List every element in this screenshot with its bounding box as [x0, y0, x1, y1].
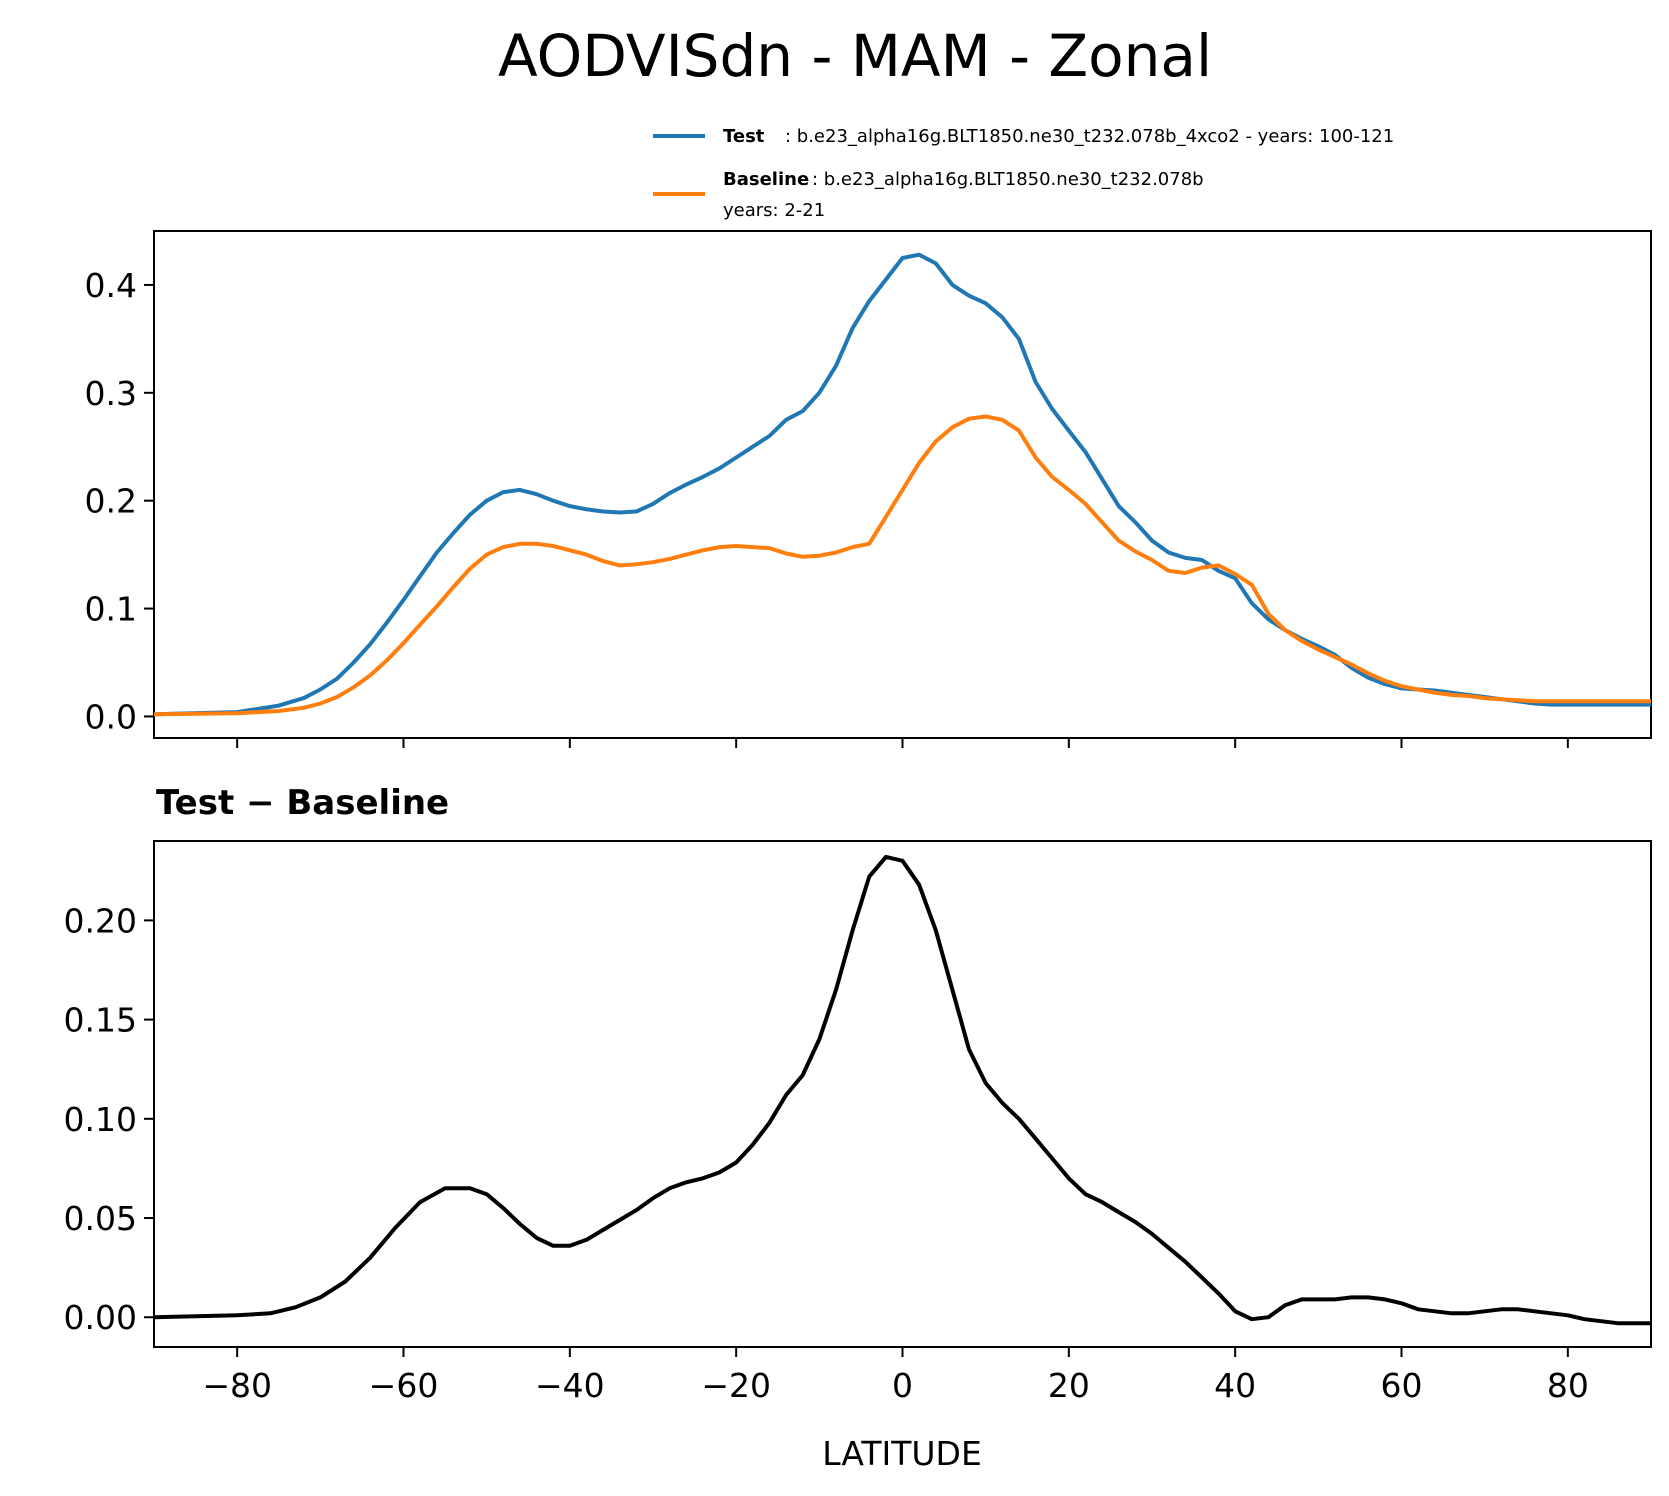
- legend-baseline-years: years: 2-21: [723, 200, 825, 221]
- figure-title: AODVISdn - MAM - Zonal: [498, 22, 1212, 90]
- bottom-xtick-label: 80: [1547, 1366, 1589, 1405]
- top-series-test-line: [153, 252, 1651, 717]
- bottom-series: [153, 854, 1651, 1326]
- bottom-plot-area: [153, 840, 1652, 1348]
- bottom-xtick-label: 20: [1048, 1366, 1090, 1405]
- legend-baseline-text: : b.e23_alpha16g.BLT1850.ne30_t232.078b: [812, 169, 1204, 190]
- top-series: [153, 252, 1651, 717]
- top-yticks: 0.0 0.1 0.2 0.3 0.4: [85, 266, 154, 736]
- top-ytick-label: 0.2: [85, 482, 137, 521]
- bottom-series-difference-line: [153, 854, 1651, 1326]
- bottom-ytick-label: 0.20: [64, 901, 137, 940]
- difference-subtitle: Test − Baseline: [156, 783, 449, 823]
- top-xticks: [236, 738, 1569, 748]
- top-ytick-label: 0.4: [85, 266, 137, 305]
- x-axis-label: LATITUDE: [822, 1434, 982, 1473]
- bottom-xtick-label: 40: [1214, 1366, 1256, 1405]
- bottom-panel: 0.00 0.05 0.10 0.15 0.20 −80 −60 −40 −20 0 20 40 60…: [64, 840, 1652, 1405]
- legend-test-label: Test: [723, 126, 765, 147]
- bottom-xtick-label: 60: [1381, 1366, 1423, 1405]
- bottom-xticks: −80 −60 −40 −20 0 20 40 60 80: [202, 1347, 1589, 1405]
- bottom-ytick-label: 0.10: [64, 1100, 137, 1139]
- top-ytick-label: 0.1: [85, 590, 137, 629]
- bottom-xtick-label: −40: [535, 1366, 605, 1405]
- bottom-ytick-label: 0.05: [64, 1199, 137, 1238]
- top-ytick-label: 0.3: [85, 374, 137, 413]
- top-series-baseline-line: [153, 414, 1651, 717]
- legend-baseline-label: Baseline: [723, 169, 809, 190]
- bottom-xtick-label: −80: [202, 1366, 272, 1405]
- bottom-xtick-label: −60: [369, 1366, 439, 1405]
- bottom-ytick-label: 0.00: [64, 1298, 137, 1337]
- bottom-ytick-label: 0.15: [64, 1001, 137, 1040]
- top-ytick-label: 0.0: [85, 697, 137, 736]
- bottom-xtick-label: 0: [892, 1366, 913, 1405]
- top-plot-area: [153, 230, 1652, 739]
- bottom-xtick-label: −20: [701, 1366, 771, 1405]
- legend: Test : b.e23_alpha16g.BLT1850.ne30_t232.…: [653, 126, 1394, 221]
- bottom-yticks: 0.00 0.05 0.10 0.15 0.20: [64, 901, 154, 1337]
- top-panel: 0.0 0.1 0.2 0.3 0.4: [85, 230, 1652, 748]
- legend-test-text: : b.e23_alpha16g.BLT1850.ne30_t232.078b_…: [785, 126, 1394, 147]
